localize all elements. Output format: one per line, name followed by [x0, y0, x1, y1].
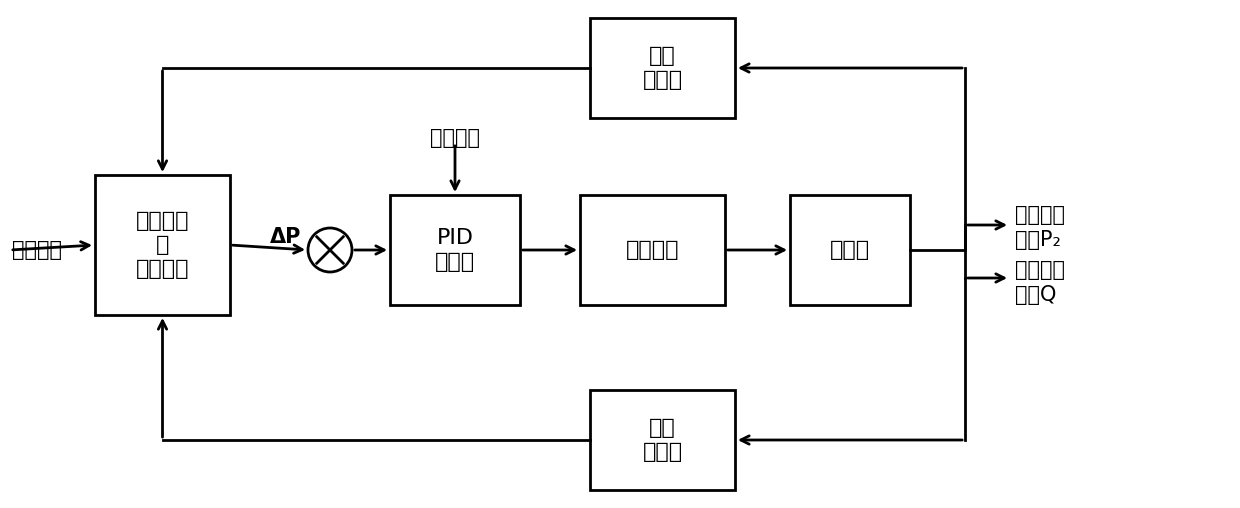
- Text: 传感器: 传感器: [642, 70, 682, 90]
- Text: 伺服电机: 伺服电机: [626, 240, 680, 260]
- Text: 干扰信号: 干扰信号: [430, 128, 480, 148]
- Bar: [590, 18, 735, 118]
- Bar: [391, 195, 520, 305]
- Text: 输入信号: 输入信号: [12, 240, 62, 260]
- Text: 流量Q: 流量Q: [1016, 285, 1056, 305]
- Text: 压力: 压力: [649, 46, 676, 66]
- Bar: [580, 195, 725, 305]
- Text: 控制器: 控制器: [435, 252, 475, 272]
- Text: 数据贮存: 数据贮存: [135, 211, 190, 231]
- Bar: [590, 390, 735, 490]
- Text: 实际输出: 实际输出: [1016, 260, 1065, 280]
- Text: 压力P₂: 压力P₂: [1016, 230, 1061, 250]
- Text: 减压阀: 减压阀: [830, 240, 870, 260]
- Text: 及: 及: [156, 235, 169, 255]
- Bar: [790, 195, 910, 305]
- Text: 传感器: 传感器: [642, 442, 682, 462]
- Text: PID: PID: [436, 228, 474, 248]
- Text: 实际输出: 实际输出: [1016, 205, 1065, 225]
- Text: ΔP: ΔP: [270, 227, 301, 247]
- Text: 信号转换: 信号转换: [135, 259, 190, 279]
- Text: 流量: 流量: [649, 418, 676, 438]
- Bar: [95, 175, 229, 315]
